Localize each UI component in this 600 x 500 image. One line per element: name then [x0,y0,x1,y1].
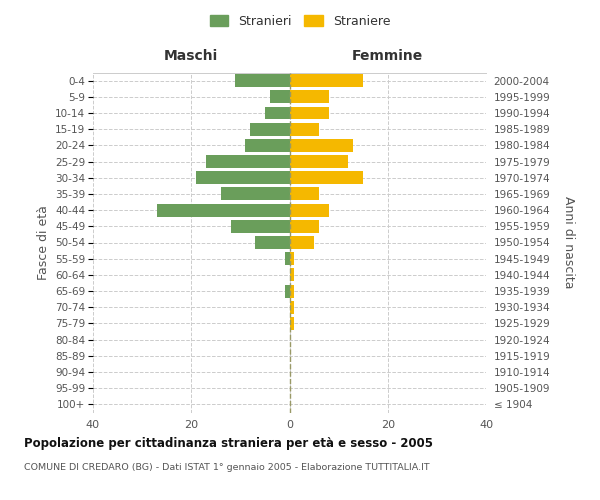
Text: Popolazione per cittadinanza straniera per età e sesso - 2005: Popolazione per cittadinanza straniera p… [24,438,433,450]
Bar [235,74,290,87]
Bar [290,284,295,298]
Bar [290,74,363,87]
Bar [284,284,290,298]
Text: Femmine: Femmine [352,48,424,62]
Bar [290,90,329,104]
Bar [255,236,290,249]
Bar [290,122,319,136]
Y-axis label: Anni di nascita: Anni di nascita [562,196,575,288]
Bar [290,301,295,314]
Bar [290,220,319,233]
Bar [290,236,314,249]
Text: Maschi: Maschi [164,48,218,62]
Bar [290,188,319,200]
Bar [245,139,290,152]
Bar [290,268,295,281]
Bar [290,106,329,120]
Bar [290,172,363,184]
Bar [206,155,290,168]
Bar [250,122,290,136]
Text: COMUNE DI CREDARO (BG) - Dati ISTAT 1° gennaio 2005 - Elaborazione TUTTITALIA.IT: COMUNE DI CREDARO (BG) - Dati ISTAT 1° g… [24,462,430,471]
Y-axis label: Fasce di età: Fasce di età [37,205,50,280]
Bar [290,204,329,216]
Bar [290,252,295,265]
Bar [290,155,349,168]
Bar [270,90,290,104]
Bar [290,317,295,330]
Bar [284,252,290,265]
Bar [265,106,290,120]
Legend: Stranieri, Straniere: Stranieri, Straniere [206,11,394,32]
Bar [221,188,290,200]
Bar [230,220,290,233]
Bar [196,172,290,184]
Bar [157,204,290,216]
Bar [290,139,353,152]
